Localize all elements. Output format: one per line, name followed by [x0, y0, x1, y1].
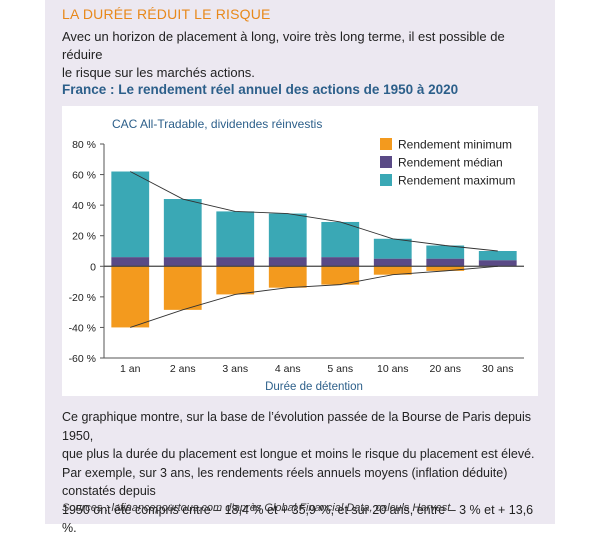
legend-label: Rendement minimum [398, 138, 512, 152]
caption-line: que plus la durée du placement est longu… [62, 447, 535, 461]
x-tick-label: 20 ans [429, 363, 461, 375]
x-tick-label: 1 an [120, 363, 141, 375]
legend-swatch [380, 138, 392, 150]
y-tick-label: 0 [90, 261, 96, 273]
intro-line: le risque sur les marchés actions. [62, 65, 255, 80]
bar-maximum [111, 171, 150, 258]
y-tick-label: 20 % [72, 231, 96, 243]
legend-label: Rendement médian [398, 156, 503, 170]
maximum-envelope-line [130, 171, 498, 252]
bar-minimum [111, 266, 150, 328]
caption-line: Ce graphique montre, sur la base de l’év… [62, 410, 532, 443]
bar-maximum [216, 211, 255, 258]
intro-line: Avec un horizon de placement à long, voi… [62, 29, 505, 62]
bar-minimum [216, 266, 255, 295]
bar-minimum [163, 266, 202, 310]
chart-container: CAC All-Tradable, dividendes réinvestis 8… [62, 106, 538, 396]
y-tick-label: 80 % [72, 139, 96, 151]
caption: Ce graphique montre, sur la base de l’év… [62, 408, 538, 538]
intro-text: Avec un horizon de placement à long, voi… [62, 28, 532, 82]
y-tick-label: -60 % [69, 353, 96, 365]
bar-median [268, 257, 307, 267]
bar-minimum [321, 266, 360, 285]
y-tick-label: -40 % [69, 322, 96, 334]
bar-minimum [268, 266, 307, 288]
bar-maximum [373, 238, 412, 259]
bar-minimum [426, 266, 465, 271]
section-title: LA DURÉE RÉDUIT LE RISQUE [62, 6, 271, 22]
x-tick-label: 4 ans [275, 363, 301, 375]
x-tick-label: 3 ans [222, 363, 248, 375]
bar-median [426, 258, 465, 267]
x-axis-label: Durée de détention [265, 381, 363, 393]
chart-subtitle: CAC All-Tradable, dividendes réinvestis [112, 117, 322, 131]
bar-median [216, 257, 255, 267]
bar-median [373, 258, 412, 267]
bar-median [163, 257, 202, 267]
bar-minimum [373, 266, 412, 275]
x-tick-label: 2 ans [170, 363, 196, 375]
bar-maximum [268, 213, 307, 258]
chart-title: France : Le rendement réel annuel des ac… [62, 82, 459, 97]
x-tick-label: 10 ans [377, 363, 409, 375]
minimum-envelope-line [130, 265, 498, 328]
y-tick-label: 40 % [72, 200, 96, 212]
bar-maximum [321, 221, 360, 258]
legend-swatch [380, 174, 392, 186]
x-tick-label: 5 ans [327, 363, 353, 375]
legend-swatch [380, 156, 392, 168]
source-note: Sources : lafinancepourtous.com d’après … [62, 502, 451, 514]
caption-line: Par exemple, sur 3 ans, les rendements r… [62, 465, 508, 499]
x-tick-label: 30 ans [482, 363, 514, 375]
y-tick-label: -20 % [69, 292, 96, 304]
bar-median [111, 257, 150, 267]
legend-label: Rendement maximum [398, 174, 515, 188]
bar-maximum [478, 251, 517, 261]
bar-maximum [163, 199, 202, 258]
bar-median [478, 260, 517, 267]
bar-median [321, 257, 360, 267]
bar-chart: CAC All-Tradable, dividendes réinvestis 8… [69, 117, 524, 393]
y-tick-label: 60 % [72, 170, 96, 182]
bar-maximum [426, 245, 465, 259]
